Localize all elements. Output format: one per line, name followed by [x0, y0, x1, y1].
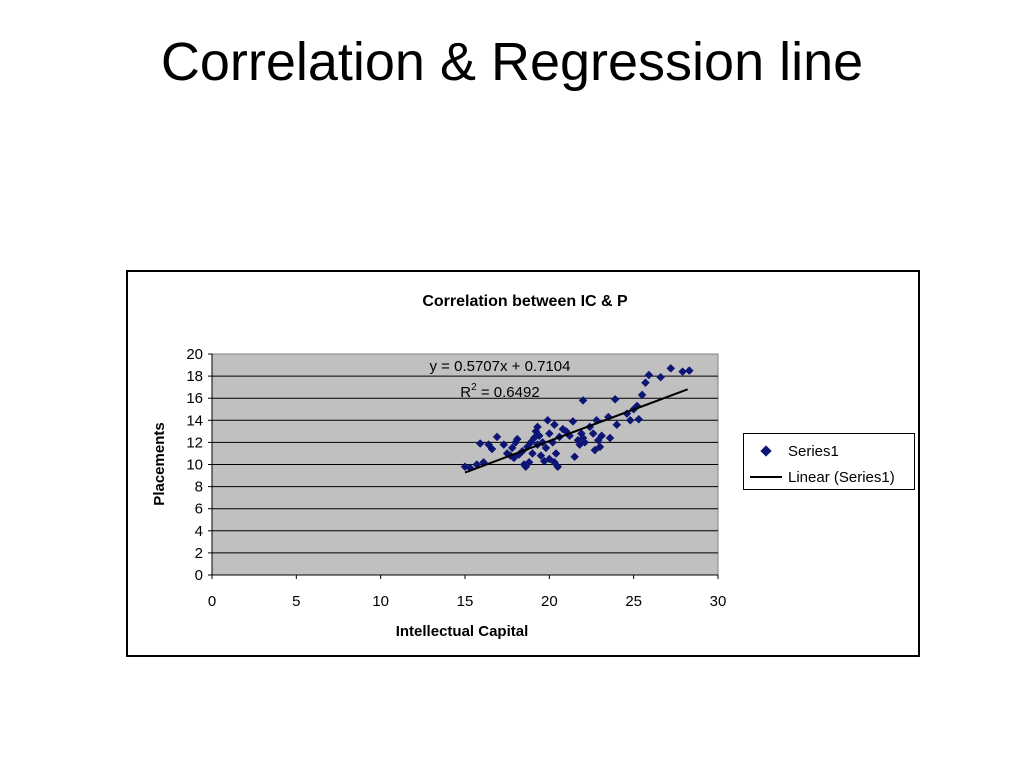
data-point-11 [507, 443, 517, 453]
legend-item-trendline: Linear (Series1) [750, 467, 895, 487]
r2-prefix: R [460, 384, 471, 401]
data-point-51 [580, 438, 590, 447]
legend-label-series1: Series1 [788, 442, 839, 460]
x-tick-labels: 0 5 10 15 20 25 30 [208, 593, 727, 610]
data-point-33 [544, 429, 554, 438]
y-tick-label-16: 16 [186, 390, 203, 407]
data-point-69 [641, 378, 650, 388]
data-point-8 [499, 440, 509, 449]
y-tick-label-2: 2 [195, 545, 203, 562]
data-point-45 [570, 452, 579, 462]
data-point-26 [533, 422, 542, 432]
x-tick-label-30: 30 [710, 593, 727, 610]
data-point-20 [524, 457, 534, 467]
equation-label: y = 0.5707x + 0.7104 [430, 358, 571, 375]
y-tick-label-12: 12 [186, 434, 203, 451]
gridlines [212, 375, 718, 554]
slide-title: Correlation & Regression line [160, 32, 864, 92]
data-point-72 [666, 364, 676, 373]
y-axis-label: Placements [151, 422, 168, 505]
y-tick-label-18: 18 [186, 368, 203, 385]
x-tick-label-20: 20 [541, 593, 558, 610]
data-point-32 [543, 415, 553, 425]
data-point-68 [637, 390, 647, 400]
r2-superscript: 2 [471, 382, 477, 393]
y-tick-label-0: 0 [195, 567, 203, 584]
data-point-31 [541, 443, 551, 453]
data-point-60 [605, 433, 615, 443]
legend: Series1 Linear (Series1) [743, 433, 915, 490]
data-point-6 [487, 444, 497, 454]
x-tick-label-15: 15 [457, 593, 474, 610]
data-point-71 [656, 372, 666, 382]
data-point-34 [544, 454, 554, 464]
r2-value: = 0.6492 [477, 384, 540, 401]
data-point-70 [644, 370, 654, 380]
x-axis-label: Intellectual Capital [396, 623, 529, 640]
data-point-64 [625, 415, 635, 425]
legend-item-series1: Series1 [750, 441, 839, 461]
data-point-54 [590, 445, 600, 455]
data-point-14 [512, 434, 522, 444]
y-tick-labels: 0 2 4 6 8 10 12 14 16 18 20 [186, 346, 203, 584]
x-tick-label-5: 5 [292, 593, 300, 610]
y-tick-label-10: 10 [186, 457, 203, 474]
data-point-38 [551, 449, 561, 458]
x-tick-label-10: 10 [372, 593, 389, 610]
y-tick-label-8: 8 [195, 479, 203, 496]
x-tick-label-25: 25 [625, 593, 642, 610]
data-point-44 [568, 417, 578, 426]
data-point-7 [492, 432, 502, 442]
diamond-marker-icon [750, 441, 782, 461]
data-point-58 [597, 431, 606, 441]
y-tick-label-6: 6 [195, 501, 203, 518]
data-point-49 [578, 396, 588, 405]
data-point-27 [534, 431, 544, 441]
legend-label-trendline: Linear (Series1) [788, 468, 895, 486]
data-point-3 [475, 439, 485, 448]
y-tick-label-14: 14 [186, 412, 203, 429]
r-squared-label: R2 = 0.6492 [460, 382, 539, 401]
y-tick-label-4: 4 [195, 523, 203, 540]
data-point-57 [595, 442, 605, 452]
axes [208, 353, 719, 579]
x-tick-label-0: 0 [208, 593, 216, 610]
data-point-67 [634, 414, 644, 424]
data-point-22 [528, 449, 537, 458]
data-point-53 [588, 429, 598, 438]
trendline [464, 388, 688, 474]
data-point-61 [610, 394, 620, 404]
data-point-28 [536, 451, 546, 461]
data-markers [460, 364, 694, 473]
line-icon [750, 467, 782, 487]
chart-title: Correlation between IC & P [422, 293, 628, 310]
data-point-36 [550, 420, 559, 430]
data-point-74 [684, 366, 694, 375]
data-point-39 [553, 462, 563, 472]
y-tick-label-20: 20 [186, 346, 203, 363]
data-point-62 [612, 420, 622, 430]
scatter-chart: Correlation between IC & P 0 2 4 6 8 10 12 14 16… [151, 293, 727, 640]
